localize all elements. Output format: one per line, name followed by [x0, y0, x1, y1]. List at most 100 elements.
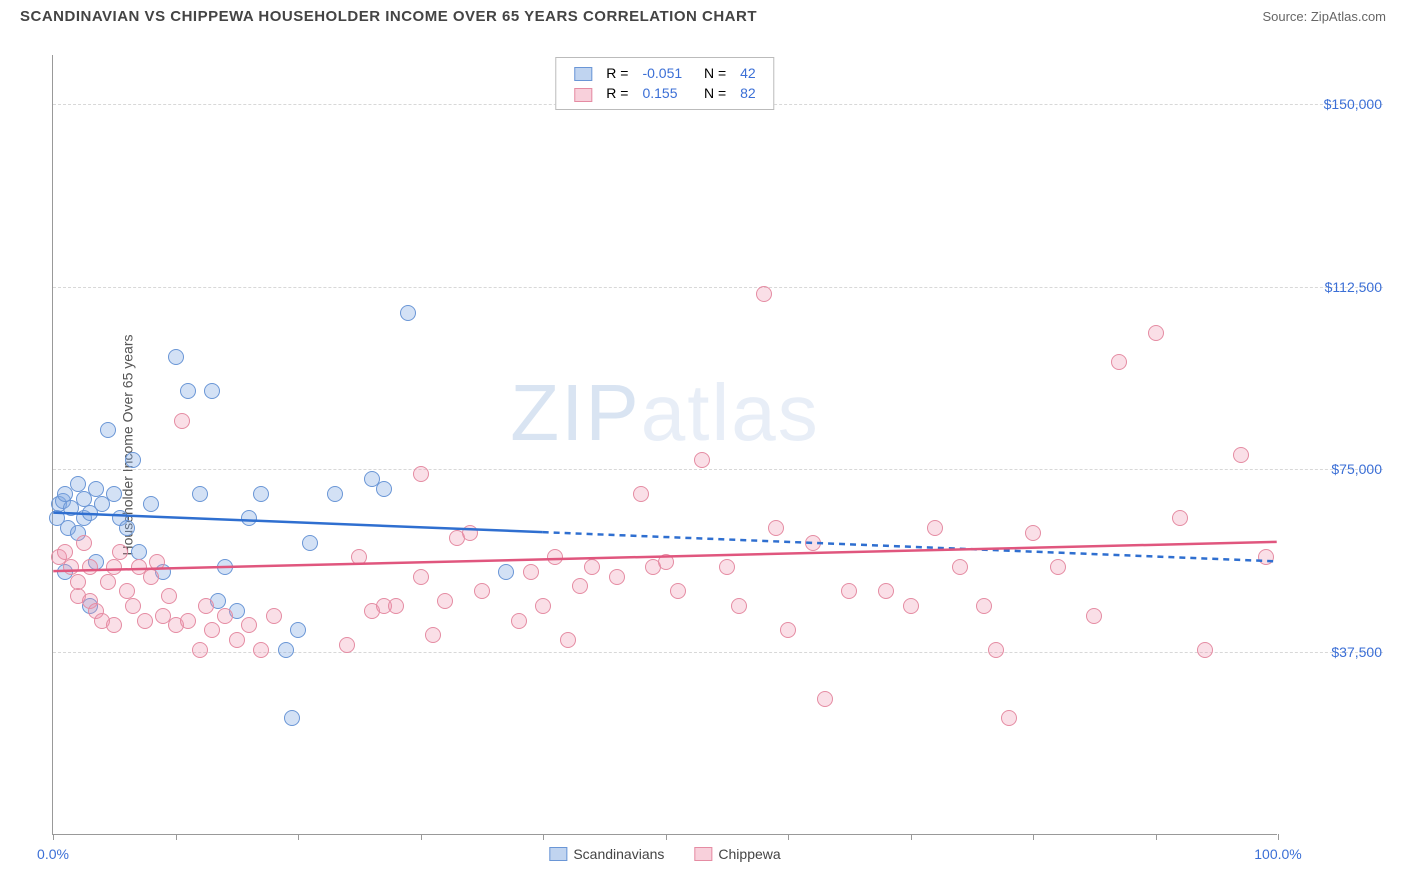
data-point	[927, 520, 943, 536]
data-point	[498, 564, 514, 580]
data-point	[535, 598, 551, 614]
data-point	[768, 520, 784, 536]
data-point	[339, 637, 355, 653]
data-point	[143, 569, 159, 585]
data-point	[780, 622, 796, 638]
data-point	[376, 481, 392, 497]
data-point	[805, 535, 821, 551]
data-point	[437, 593, 453, 609]
data-point	[817, 691, 833, 707]
data-point	[547, 549, 563, 565]
stat-n-value: 42	[734, 64, 762, 82]
x-tick-label: 0.0%	[37, 846, 69, 862]
x-tick	[421, 834, 422, 840]
correlation-legend: R =-0.051 N =42 R =0.155 N =82	[555, 57, 774, 110]
data-point	[1001, 710, 1017, 726]
chart-container: Householder Income Over 65 years ZIPatla…	[52, 55, 1382, 835]
data-point	[180, 613, 196, 629]
data-point	[137, 613, 153, 629]
data-point	[413, 466, 429, 482]
data-point	[241, 617, 257, 633]
y-tick-label: $150,000	[1324, 96, 1382, 112]
swatch-icon	[574, 88, 592, 102]
y-tick-label: $37,500	[1331, 644, 1382, 660]
gridline	[53, 652, 1383, 653]
data-point	[988, 642, 1004, 658]
data-point	[290, 622, 306, 638]
data-point	[106, 617, 122, 633]
swatch-icon	[694, 847, 712, 861]
data-point	[952, 559, 968, 575]
gridline	[53, 287, 1383, 288]
y-tick-label: $75,000	[1331, 461, 1382, 477]
legend-item-chippewa: Chippewa	[694, 846, 780, 862]
data-point	[168, 349, 184, 365]
gridline	[53, 469, 1383, 470]
data-point	[180, 383, 196, 399]
data-point	[266, 608, 282, 624]
data-point	[1111, 354, 1127, 370]
x-tick	[666, 834, 667, 840]
data-point	[633, 486, 649, 502]
stat-r-value: -0.051	[636, 64, 688, 82]
data-point	[76, 535, 92, 551]
stat-r-label: R =	[600, 64, 634, 82]
data-point	[1050, 559, 1066, 575]
data-point	[143, 496, 159, 512]
data-point	[112, 544, 128, 560]
data-point	[57, 544, 73, 560]
chart-title: SCANDINAVIAN VS CHIPPEWA HOUSEHOLDER INC…	[20, 8, 757, 25]
data-point	[192, 486, 208, 502]
legend-stat-row: R =0.155 N =82	[568, 84, 761, 102]
data-point	[284, 710, 300, 726]
data-point	[413, 569, 429, 585]
data-point	[327, 486, 343, 502]
legend-item-scandinavians: Scandinavians	[549, 846, 664, 862]
data-point	[1172, 510, 1188, 526]
data-point	[658, 554, 674, 570]
data-point	[192, 642, 208, 658]
data-point	[841, 583, 857, 599]
data-point	[1258, 549, 1274, 565]
data-point	[229, 632, 245, 648]
source-label: Source: ZipAtlas.com	[1262, 9, 1386, 24]
data-point	[119, 583, 135, 599]
data-point	[161, 588, 177, 604]
data-point	[131, 544, 147, 560]
data-point	[204, 622, 220, 638]
x-tick	[1278, 834, 1279, 840]
x-tick	[1033, 834, 1034, 840]
swatch-icon	[574, 67, 592, 81]
x-tick	[911, 834, 912, 840]
data-point	[670, 583, 686, 599]
data-point	[302, 535, 318, 551]
data-point	[584, 559, 600, 575]
series-legend: Scandinavians Chippewa	[549, 846, 780, 862]
legend-label: Chippewa	[718, 846, 780, 862]
data-point	[903, 598, 919, 614]
legend-stat-row: R =-0.051 N =42	[568, 64, 761, 82]
x-tick	[53, 834, 54, 840]
data-point	[100, 574, 116, 590]
data-point	[1148, 325, 1164, 341]
data-point	[149, 554, 165, 570]
data-point	[125, 452, 141, 468]
data-point	[241, 510, 257, 526]
data-point	[560, 632, 576, 648]
stat-n-value: 82	[734, 84, 762, 102]
data-point	[462, 525, 478, 541]
data-point	[388, 598, 404, 614]
data-point	[523, 564, 539, 580]
data-point	[174, 413, 190, 429]
stat-n-label: N =	[690, 64, 732, 82]
data-point	[253, 642, 269, 658]
x-tick	[1156, 834, 1157, 840]
data-point	[719, 559, 735, 575]
data-point	[106, 559, 122, 575]
data-point	[125, 598, 141, 614]
data-point	[88, 481, 104, 497]
data-point	[198, 598, 214, 614]
data-point	[351, 549, 367, 565]
plot-area: ZIPatlas $37,500$75,000$112,500$150,000 …	[52, 55, 1277, 835]
data-point	[474, 583, 490, 599]
